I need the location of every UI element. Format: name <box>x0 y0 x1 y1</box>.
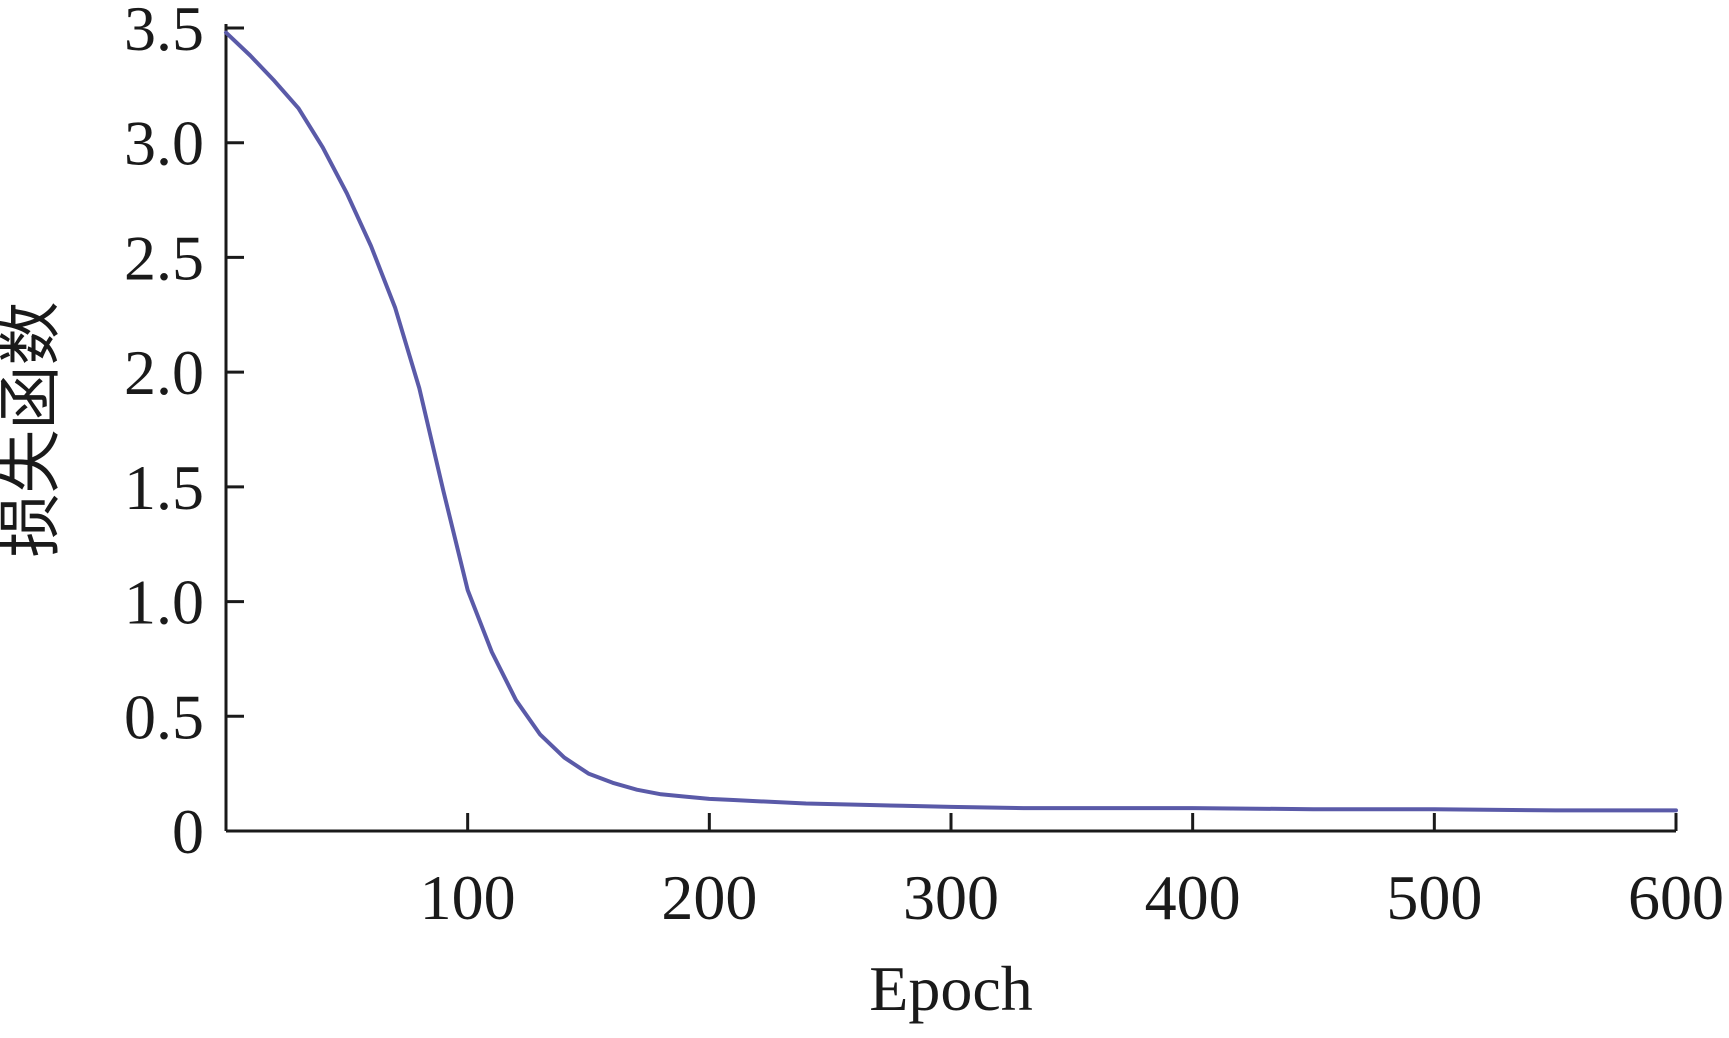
x-tick-label: 200 <box>661 862 757 933</box>
x-tick-label: 400 <box>1145 862 1241 933</box>
y-tick-label: 3.0 <box>124 108 204 179</box>
x-tick-label: 600 <box>1628 862 1724 933</box>
x-axis-title: Epoch <box>869 953 1033 1024</box>
y-tick-label: 0 <box>172 796 204 867</box>
y-tick-label: 0.5 <box>124 681 204 752</box>
x-tick-label: 100 <box>420 862 516 933</box>
loss-series-line <box>224 30 1678 813</box>
y-axis-title: 损失函数 <box>0 302 67 558</box>
axes <box>224 24 1676 833</box>
y-tick-label: 1.0 <box>124 567 204 638</box>
x-tick-label: 500 <box>1386 862 1482 933</box>
y-tick-label: 1.5 <box>124 452 204 523</box>
x-tick-label: 300 <box>903 862 999 933</box>
y-tick-label: 2.0 <box>124 337 204 408</box>
y-tick-label: 2.5 <box>124 222 204 293</box>
series-group <box>224 30 1678 813</box>
ticks: 0 0.5 1.0 1.5 2.0 2.5 3.0 3.5 100 200 300 400 500 600 <box>124 0 1724 933</box>
y-tick-label: 3.5 <box>124 0 204 64</box>
